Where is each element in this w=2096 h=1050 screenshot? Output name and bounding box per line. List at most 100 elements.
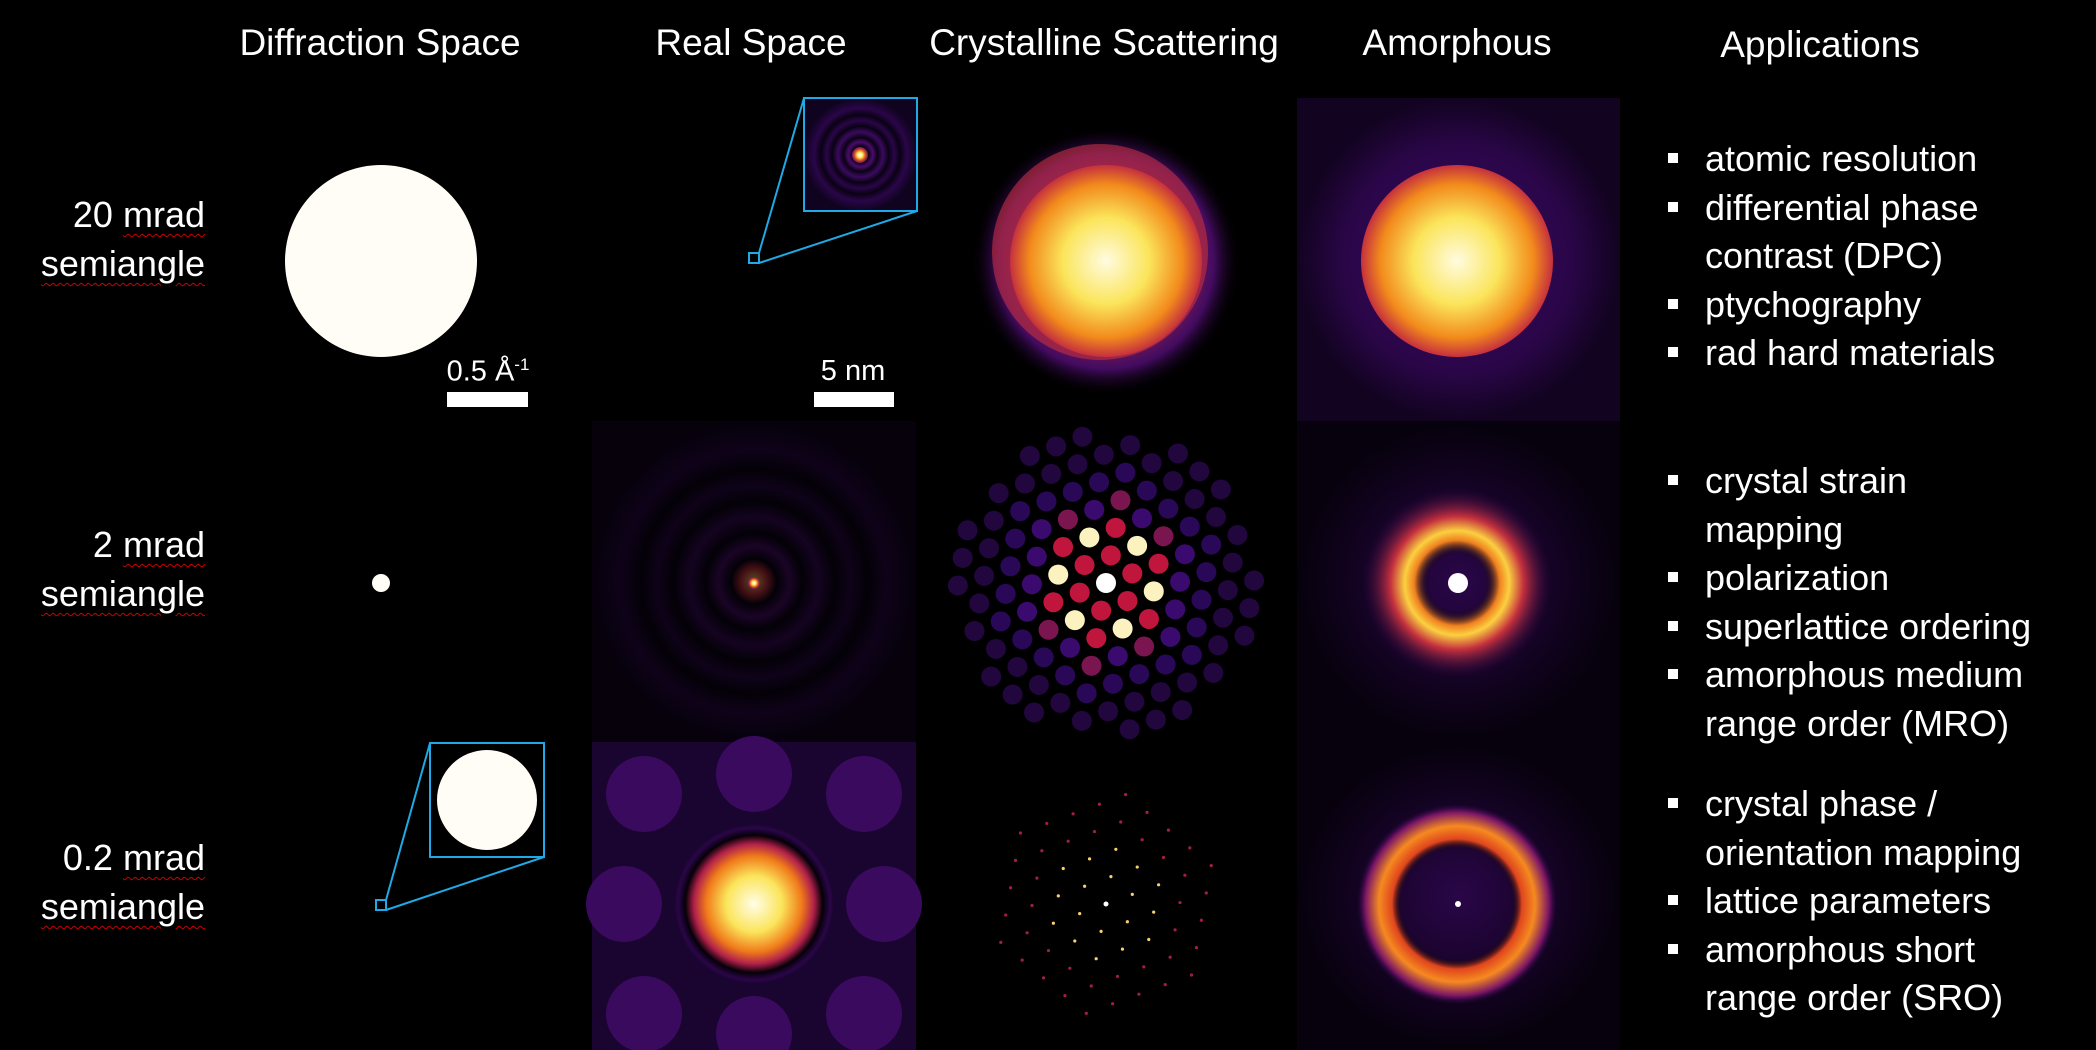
bullet-icon xyxy=(1668,669,1678,679)
diffraction-spot xyxy=(1066,839,1070,843)
bullet-icon xyxy=(1668,475,1678,485)
bullet-icon xyxy=(1668,201,1678,212)
diffraction-spot xyxy=(1115,974,1120,979)
diffraction-spot xyxy=(1050,692,1071,713)
diffraction-spot xyxy=(1119,719,1140,740)
diffraction-spot xyxy=(1227,524,1248,545)
diffraction-spot xyxy=(1204,891,1208,895)
diffraction-spot xyxy=(1168,955,1172,959)
diffraction-spot xyxy=(1120,435,1141,456)
diffraction-spot xyxy=(1046,436,1067,457)
diffraction-spot xyxy=(1007,656,1028,677)
diffraction-spot xyxy=(1012,629,1033,650)
diffraction-spot xyxy=(1191,589,1212,610)
diffraction-spot xyxy=(1078,912,1082,916)
diffraction-spot xyxy=(1064,610,1085,631)
column-header-crystalline: Crystalline Scattering xyxy=(929,22,1279,63)
diffraction-spot xyxy=(1030,903,1034,908)
list-item: differential phase xyxy=(1668,184,1995,233)
diffraction-spot xyxy=(1100,545,1121,566)
list-item: crystal phase / xyxy=(1668,780,2021,829)
real-space-probe-marker xyxy=(748,252,760,264)
diffraction-spot xyxy=(1148,553,1169,574)
diffraction-spot xyxy=(1021,574,1042,595)
diffraction-spot xyxy=(957,520,978,541)
diffraction-spot xyxy=(974,565,995,586)
applications-row-3: crystal phase / orientation mapping latt… xyxy=(1668,780,2021,1023)
diffraction-spot xyxy=(1096,573,1116,593)
row-label-0.2mrad: 0.2 mrad semiangle xyxy=(40,837,205,927)
diffraction-spot xyxy=(1186,617,1207,638)
scale-bar-label-real: 5 nm xyxy=(820,355,886,387)
bullet-icon xyxy=(1668,943,1678,954)
crystalline-disk-20mrad xyxy=(1010,165,1202,357)
diffraction-spot xyxy=(1183,873,1187,877)
diffraction-spot xyxy=(1067,454,1088,475)
diffraction-spot xyxy=(1084,1011,1088,1015)
diffraction-spot xyxy=(1068,966,1072,970)
diffraction-spot xyxy=(1119,820,1123,824)
diffraction-spot xyxy=(1217,580,1238,601)
diffraction-spot xyxy=(1115,462,1136,483)
diffraction-spot xyxy=(1089,472,1110,493)
bullet-icon xyxy=(1668,895,1678,905)
bullet-icon xyxy=(1668,620,1678,631)
diffraction-spot xyxy=(1010,501,1031,522)
diffraction-spot xyxy=(1018,831,1023,835)
diffraction-spot xyxy=(1062,481,1083,502)
diffraction-spot xyxy=(1234,625,1255,646)
diffraction-spot xyxy=(1040,849,1044,853)
scale-bar-real xyxy=(814,392,894,407)
column-header-real-space: Real Space xyxy=(655,22,847,63)
diffraction-spot xyxy=(1005,528,1026,549)
diffraction-spot xyxy=(1161,855,1166,860)
diffraction-spot xyxy=(999,940,1003,945)
diffraction-spot xyxy=(1163,982,1167,987)
diffraction-spot xyxy=(1089,984,1093,988)
diffraction-spot xyxy=(1046,948,1051,953)
diffraction-spot xyxy=(1131,508,1152,529)
diffraction-spot xyxy=(1145,709,1166,730)
side-lobe xyxy=(586,866,662,942)
diffraction-spot xyxy=(1109,875,1113,879)
diffraction-spot xyxy=(990,611,1011,632)
diffraction-spot xyxy=(1105,517,1126,538)
crystalline-lattice-2mrad xyxy=(947,426,1265,740)
list-item: lattice parameters xyxy=(1668,877,2021,926)
scale-bar-label-diffraction: 0.5 Å-1 xyxy=(446,355,530,388)
diffraction-spot xyxy=(1033,647,1054,668)
bullet-icon xyxy=(1668,347,1678,357)
diffraction-spot xyxy=(1222,552,1243,573)
diffraction-spot xyxy=(1013,858,1018,862)
diffraction-spot xyxy=(1045,821,1049,826)
list-item: polarization xyxy=(1668,554,2031,603)
diffraction-spot xyxy=(1076,683,1097,704)
diffraction-spot xyxy=(1206,507,1227,528)
diffraction-spot xyxy=(1147,937,1151,942)
diffraction-spot xyxy=(1122,563,1143,584)
diffraction-disk-20mrad xyxy=(285,165,477,357)
diffraction-spot xyxy=(1136,480,1157,501)
diffraction-spot xyxy=(1140,838,1144,842)
diffraction-spot xyxy=(1035,876,1039,880)
diffraction-spot xyxy=(1087,857,1092,861)
diffraction-spot xyxy=(1150,682,1171,703)
diffraction-spot xyxy=(1057,509,1078,530)
diffraction-spot xyxy=(1174,544,1195,565)
diffraction-spot xyxy=(1063,994,1067,998)
applications-row-1: atomic resolution differential phase con… xyxy=(1668,135,1995,378)
diffraction-spot xyxy=(1061,866,1065,871)
diffraction-spot xyxy=(995,583,1016,604)
diffraction-spot xyxy=(1166,828,1171,832)
diffraction-spot xyxy=(1153,526,1174,547)
diffraction-spot xyxy=(1189,461,1210,482)
real-space-probe-0.2mrad xyxy=(674,824,834,984)
diffraction-spot xyxy=(1177,672,1198,693)
diffraction-spot xyxy=(1114,847,1118,851)
column-header-amorphous: Amorphous xyxy=(1362,22,1552,63)
list-item: crystal strain xyxy=(1668,457,2031,506)
diffraction-spot xyxy=(1004,913,1008,917)
diffraction-spot xyxy=(1210,479,1231,500)
list-item: ptychography xyxy=(1668,281,1995,330)
diffraction-spot xyxy=(1124,793,1128,797)
